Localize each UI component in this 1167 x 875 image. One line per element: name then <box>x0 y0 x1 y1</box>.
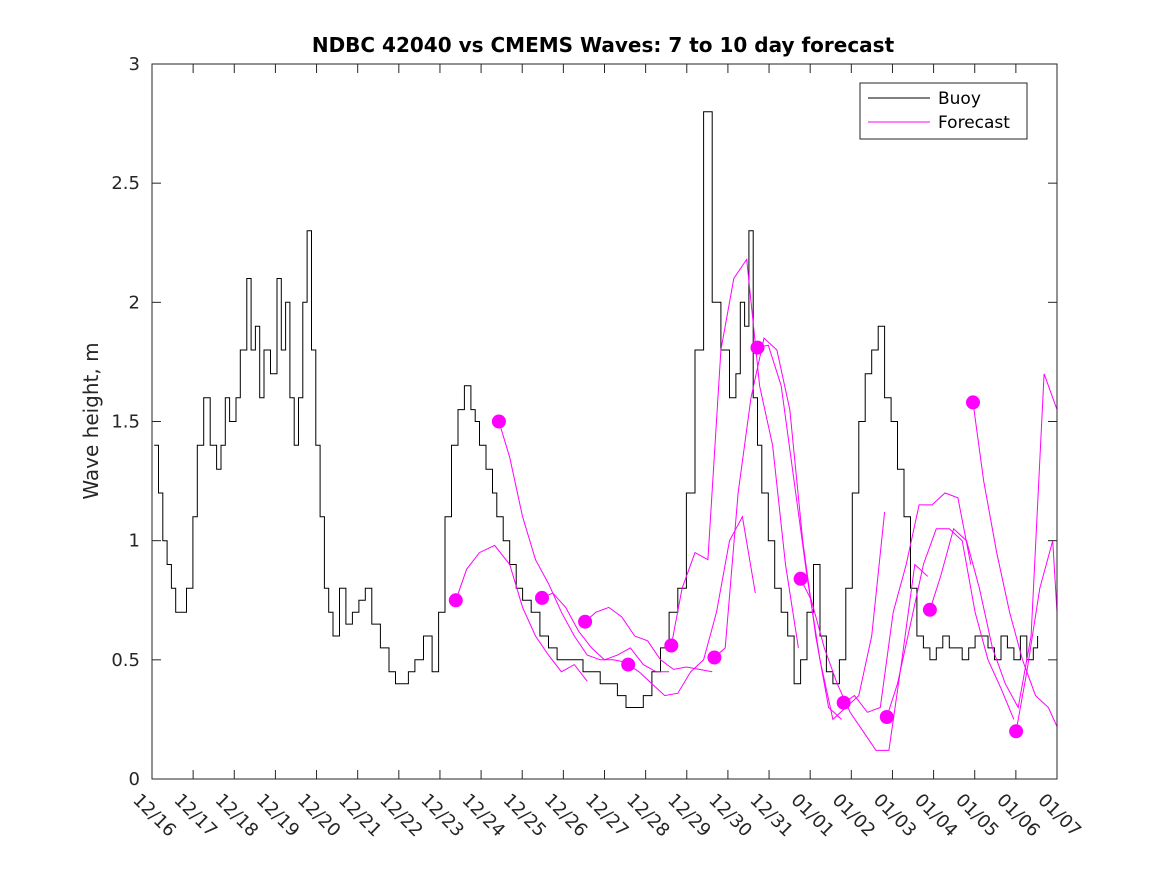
forecast-start-marker <box>448 593 463 608</box>
legend-box <box>859 82 1028 140</box>
forecast-start-marker <box>621 657 636 672</box>
legend-label-forecast: Forecast <box>938 113 1010 133</box>
series-line-forecast-1 <box>455 544 588 682</box>
series-line-forecast-8 <box>757 344 886 721</box>
forecast-start-marker <box>966 395 980 410</box>
chart-title: NDBC 42040 vs CMEMS Waves: 7 to 10 day f… <box>312 33 895 57</box>
forecast-start-marker <box>922 602 937 617</box>
y-tick-label: 1 <box>129 531 140 552</box>
series-line-forecast-6 <box>670 257 799 648</box>
forecast-start-marker <box>578 614 593 629</box>
y-tick-label: 3 <box>129 54 140 75</box>
series-line-buoy <box>154 111 1039 708</box>
y-tick-label: 2 <box>129 292 140 313</box>
plot-area <box>152 64 1057 779</box>
series-line-forecast-10 <box>843 492 972 713</box>
forecast-start-marker <box>664 638 679 653</box>
forecast-start-marker <box>1009 724 1024 739</box>
forecast-start-marker <box>707 650 722 665</box>
series-line-forecast-9 <box>800 563 929 751</box>
forecast-start-marker <box>491 414 506 429</box>
series-line-forecast-11 <box>886 528 1015 720</box>
legend: Buoy Forecast <box>859 82 1028 140</box>
forecast-start-marker <box>879 710 894 724</box>
series-line-forecast-12 <box>929 373 1058 709</box>
y-tick-label: 1.5 <box>111 412 140 433</box>
y-tick-label: 2.5 <box>111 173 140 194</box>
marker-layer <box>448 340 1024 739</box>
y-axis-label: Wave height, m <box>79 342 103 499</box>
forecast-start-marker <box>535 590 549 605</box>
series-line-forecast-13 <box>972 402 1058 727</box>
forecast-start-marker <box>793 571 808 586</box>
forecast-start-marker <box>750 340 765 355</box>
legend-label-buoy: Buoy <box>938 89 981 109</box>
series-line-forecast-14 <box>1015 540 1058 732</box>
series-line-forecast-4 <box>584 606 713 673</box>
forecast-start-marker <box>836 695 851 710</box>
y-tick-label: 0.5 <box>111 650 140 671</box>
series-line-forecast-5 <box>627 515 756 697</box>
y-tick-label: 0 <box>129 769 140 790</box>
series-layer <box>154 111 1058 751</box>
series-line-forecast-3 <box>541 592 670 673</box>
